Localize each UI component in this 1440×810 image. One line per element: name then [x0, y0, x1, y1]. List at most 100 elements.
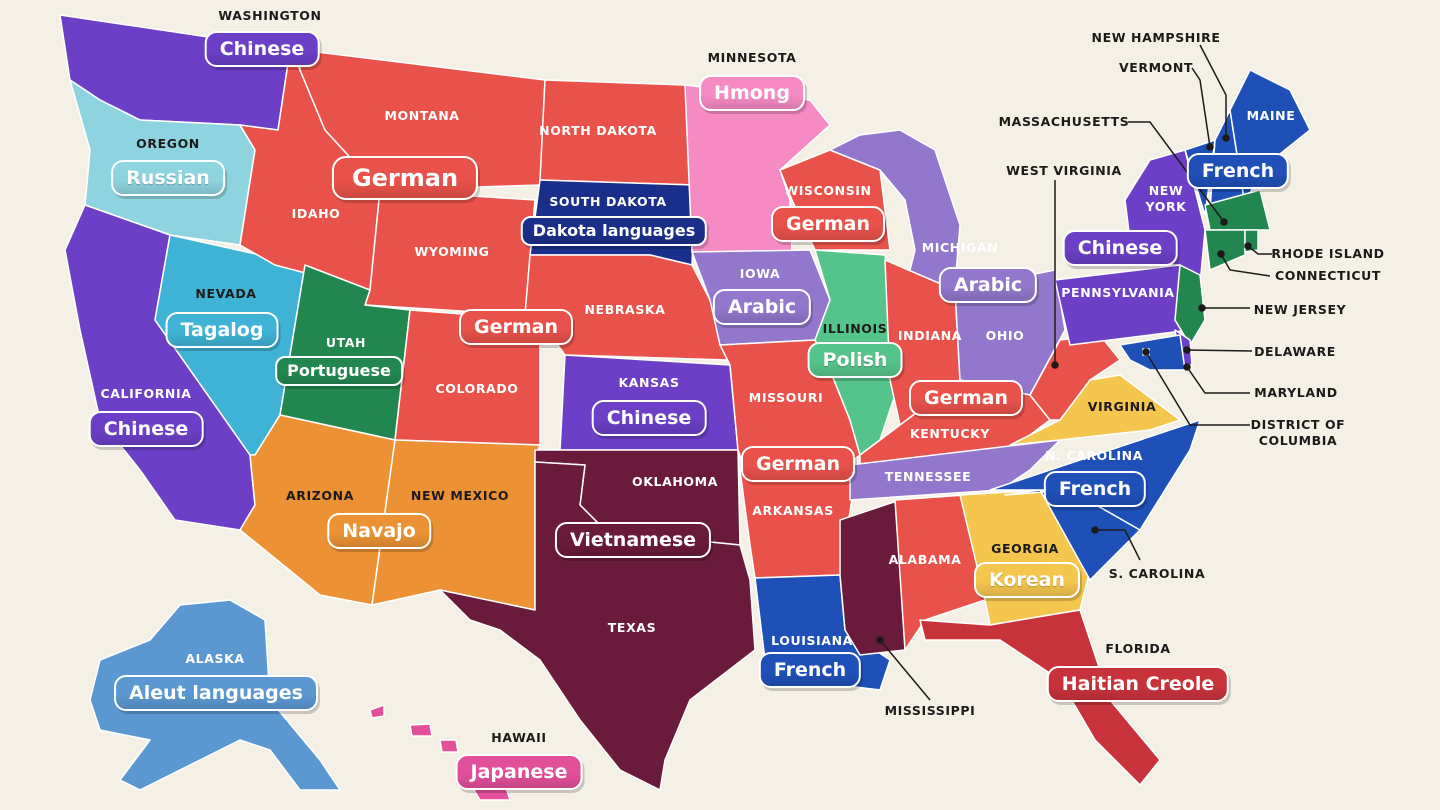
state-label-louisiana: LOUISIANA [771, 633, 853, 648]
state-label-arkansas: ARKANSAS [752, 503, 834, 518]
language-label-arabic: Arabic [938, 267, 1038, 303]
state-label-connecticut: CONNECTICUT [1274, 268, 1382, 283]
state-label-oklahoma: OKLAHOMA [632, 474, 718, 489]
leader-dot [1217, 250, 1225, 258]
leader-line [1186, 349, 1253, 352]
state-label-wisconsin: WISCONSIN [784, 183, 872, 198]
language-label-haitian-creole: Haitian Creole [1046, 666, 1230, 702]
state-label-virginia: VIRGINIA [1087, 399, 1157, 414]
state-label-kentucky: KENTUCKY [909, 426, 991, 441]
state-label-nevada: NEVADA [195, 286, 257, 301]
language-label-hmong: Hmong [699, 75, 805, 111]
state-label-new-york: NEW YORK [1145, 183, 1187, 214]
state-label-new-jersey: NEW JERSEY [1253, 302, 1347, 317]
state-label-arizona: ARIZONA [286, 488, 354, 503]
state-label-new-mexico: NEW MEXICO [410, 488, 510, 503]
state-label-mississippi: MISSISSIPPI [884, 703, 976, 718]
leader-line [1186, 366, 1250, 394]
state-arizona [239, 414, 396, 606]
language-label-chinese: Chinese [204, 31, 320, 67]
state-hawaii [369, 704, 385, 719]
state-label-kansas: KANSAS [618, 375, 680, 390]
state-label-north-dakota: NORTH DAKOTA [539, 123, 657, 138]
state-mississippi [839, 499, 906, 656]
state-label-n-carolina: N. CAROLINA [1044, 448, 1144, 463]
leader-line [1199, 44, 1227, 138]
state-label-district-of-columbia: DISTRICT OF COLUMBIA [1250, 417, 1346, 448]
state-label-texas: TEXAS [607, 620, 657, 635]
language-label-german: German [741, 446, 855, 482]
state-label-delaware: DELAWARE [1254, 344, 1336, 359]
language-label-german: German [331, 156, 479, 200]
state-label-iowa: IOWA [739, 266, 781, 281]
state-label-michigan: MICHIGAN [921, 240, 999, 255]
language-label-vietnamese: Vietnamese [554, 522, 712, 558]
state-label-rhode-island: RHODE ISLAND [1271, 246, 1385, 261]
state-label-maine: MAINE [1246, 108, 1296, 123]
state-label-tennessee: TENNESSEE [884, 469, 972, 484]
state-label-utah: UTAH [325, 335, 367, 350]
language-label-russian: Russian [111, 160, 225, 196]
state-new-jersey [1174, 264, 1206, 346]
state-label-west-virginia: WEST VIRGINIA [1006, 163, 1122, 178]
language-label-japanese: Japanese [455, 754, 583, 790]
language-label-korean: Korean [973, 562, 1081, 598]
language-label-chinese: Chinese [88, 411, 204, 447]
language-label-tagalog: Tagalog [165, 312, 279, 348]
language-label-french: French [1186, 153, 1290, 189]
state-label-alaska: ALASKA [185, 651, 245, 666]
state-label-idaho: IDAHO [291, 206, 341, 221]
state-label-illinois: ILLINOIS [822, 321, 888, 336]
state-maryland [1119, 334, 1186, 371]
language-label-german: German [909, 380, 1023, 416]
state-label-new-hampshire: NEW HAMPSHIRE [1091, 30, 1221, 45]
state-label-wyoming: WYOMING [414, 244, 490, 259]
state-label-south-dakota: SOUTH DAKOTA [549, 194, 667, 209]
state-label-colorado: COLORADO [435, 381, 519, 396]
state-label-montana: MONTANA [384, 108, 460, 123]
language-label-french: French [1043, 471, 1147, 507]
language-label-polish: Polish [807, 342, 903, 378]
state-label-indiana: INDIANA [897, 328, 963, 343]
state-alabama [894, 494, 986, 651]
leader-line [1247, 245, 1272, 255]
state-label-washington: WASHINGTON [218, 8, 322, 23]
leader-dot [1206, 143, 1214, 151]
leader-dot [1051, 361, 1059, 369]
leader-dot [1183, 346, 1191, 354]
language-label-chinese: Chinese [591, 400, 707, 436]
leader-dot [1091, 526, 1099, 534]
leader-line [879, 639, 931, 701]
leader-dot [1142, 348, 1150, 356]
leader-dot [1198, 304, 1206, 312]
state-florida [919, 609, 1161, 786]
leader-line [1191, 67, 1211, 148]
language-label-aleut-languages: Aleut languages [114, 675, 318, 711]
state-n-carolina [989, 419, 1201, 531]
state-label-hawaii: HAWAII [491, 730, 547, 745]
language-label-arabic: Arabic [712, 289, 812, 325]
state-label-s-carolina: S. CAROLINA [1108, 566, 1206, 581]
state-wyoming [364, 189, 536, 316]
state-label-georgia: GEORGIA [991, 541, 1059, 556]
leader-dot [1183, 363, 1191, 371]
leader-line [1145, 351, 1250, 426]
language-label-navajo: Navajo [327, 513, 431, 549]
state-label-ohio: OHIO [985, 328, 1025, 343]
state-label-pennsylvania: PENNSYLVANIA [1061, 285, 1175, 300]
state-west-virginia [1029, 334, 1121, 421]
state-label-california: CALIFORNIA [100, 386, 192, 401]
state-label-nebraska: NEBRASKA [584, 302, 666, 317]
leader-line [1220, 253, 1271, 277]
state-arkansas [739, 469, 856, 579]
state-connecticut [1204, 229, 1246, 271]
state-label-missouri: MISSOURI [748, 390, 824, 405]
state-label-massachusetts: MASSACHUSETTS [998, 114, 1130, 129]
state-label-minnesota: MINNESOTA [707, 50, 797, 65]
language-label-dakota-languages: Dakota languages [520, 216, 708, 246]
state-label-florida: FLORIDA [1105, 641, 1171, 656]
state-hawaii [439, 739, 459, 753]
state-label-maryland: MARYLAND [1254, 385, 1338, 400]
leader-dot [1220, 218, 1228, 226]
state-label-alabama: ALABAMA [888, 552, 962, 567]
